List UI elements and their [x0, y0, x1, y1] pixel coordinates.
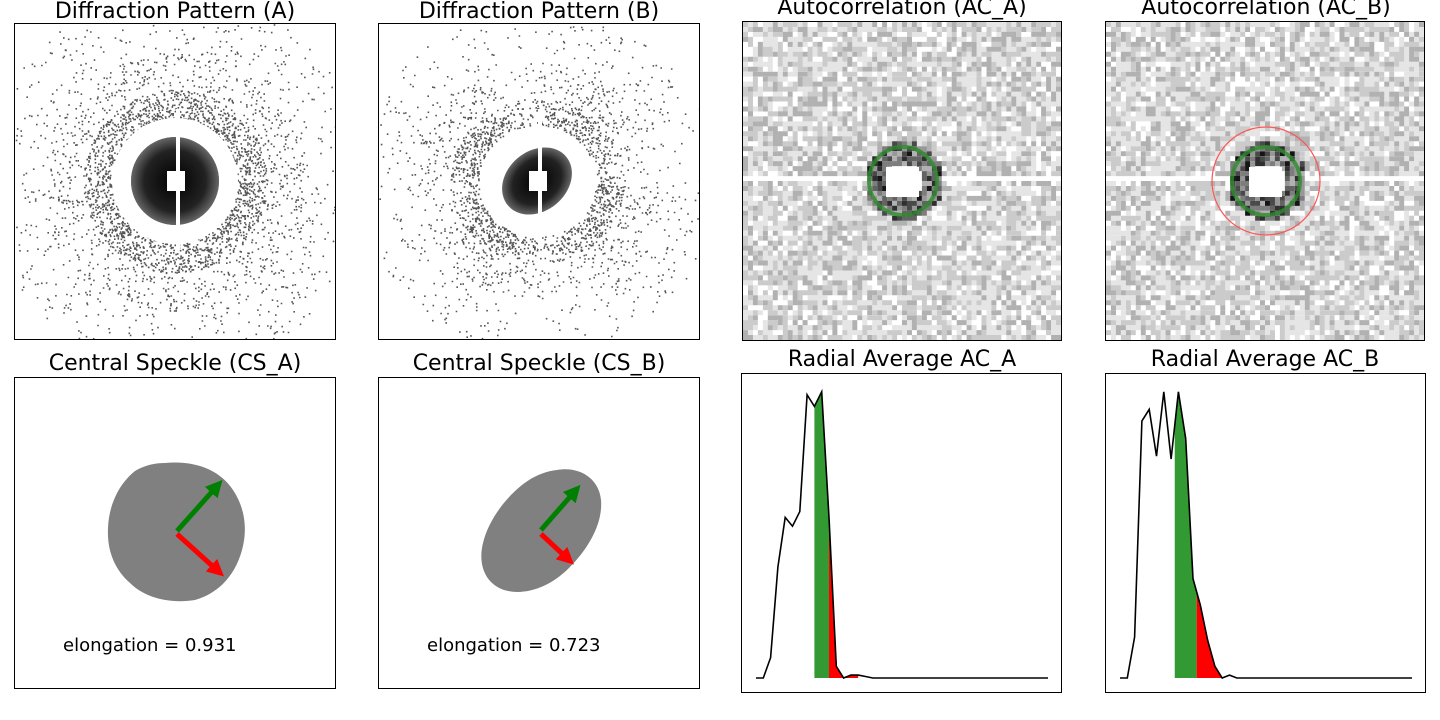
diffraction-a-image [14, 23, 336, 340]
radial-b-svg [1120, 391, 1412, 679]
autocorr-a-svg [743, 22, 1061, 340]
radial-green-fill [1174, 391, 1197, 678]
radial-average-line [1120, 391, 1412, 679]
speckle-b-image: elongation = 0.723 [378, 377, 700, 689]
detector-gap [538, 109, 542, 249]
speckle-a-svg [107, 462, 245, 602]
speckle-b-blob [481, 469, 602, 592]
autocorr-green-ring [1230, 145, 1302, 217]
detector-gap [176, 109, 180, 249]
speckle-a-elongation: elongation = 0.931 [63, 635, 237, 656]
radial-a-plot [741, 373, 1062, 693]
autocorr-a-title: Autocorrelation (AC_A) [777, 0, 1027, 20]
autocorr-center-hole [886, 167, 919, 197]
speckle-b-elongation: elongation = 0.723 [427, 635, 601, 656]
autocorr-noise [1106, 22, 1424, 340]
radial-red-fill [1196, 591, 1223, 678]
autocorr-noise [743, 22, 1061, 340]
autocorr-b-image [1105, 21, 1425, 341]
radial-b-title: Radial Average AC_B [1150, 347, 1380, 372]
radial-red-fill [829, 517, 859, 678]
speckle-a-image: elongation = 0.931 [14, 377, 336, 689]
radial-a-title: Radial Average AC_A [787, 347, 1017, 372]
diffraction-gap-ring [112, 118, 238, 244]
radial-a-svg [756, 388, 1048, 679]
speckle-a-title: Central Speckle (CS_A) [48, 351, 302, 376]
speckle-b-title: Central Speckle (CS_B) [412, 351, 666, 376]
autocorr-center-hole [1249, 167, 1282, 197]
autocorr-a-image [742, 21, 1062, 341]
diffraction-a-title: Diffraction Pattern (A) [54, 0, 296, 24]
speckle-b-major-arrow [539, 484, 581, 532]
autocorr-green-ring [867, 145, 939, 217]
speckle-b-minor-arrow [539, 532, 574, 565]
speckle-a-blob [107, 462, 245, 602]
radial-b-plot [1105, 373, 1426, 693]
autocorr-b-title: Autocorrelation (AC_B) [1141, 0, 1391, 20]
radial-average-line [756, 388, 1048, 679]
speckle-a-minor-arrow [175, 532, 225, 577]
diffraction-a-svg [15, 24, 335, 339]
diffraction-b-image [378, 23, 700, 340]
autocorr-b-svg [1106, 22, 1424, 340]
radial-green-fill [814, 391, 829, 678]
speckle-a-major-arrow [175, 479, 223, 533]
diffraction-b-svg [379, 26, 699, 339]
autocorr-red-ring [1211, 126, 1321, 236]
speckle-b-svg [481, 469, 602, 592]
diffraction-b-title: Diffraction Pattern (B) [418, 0, 660, 24]
